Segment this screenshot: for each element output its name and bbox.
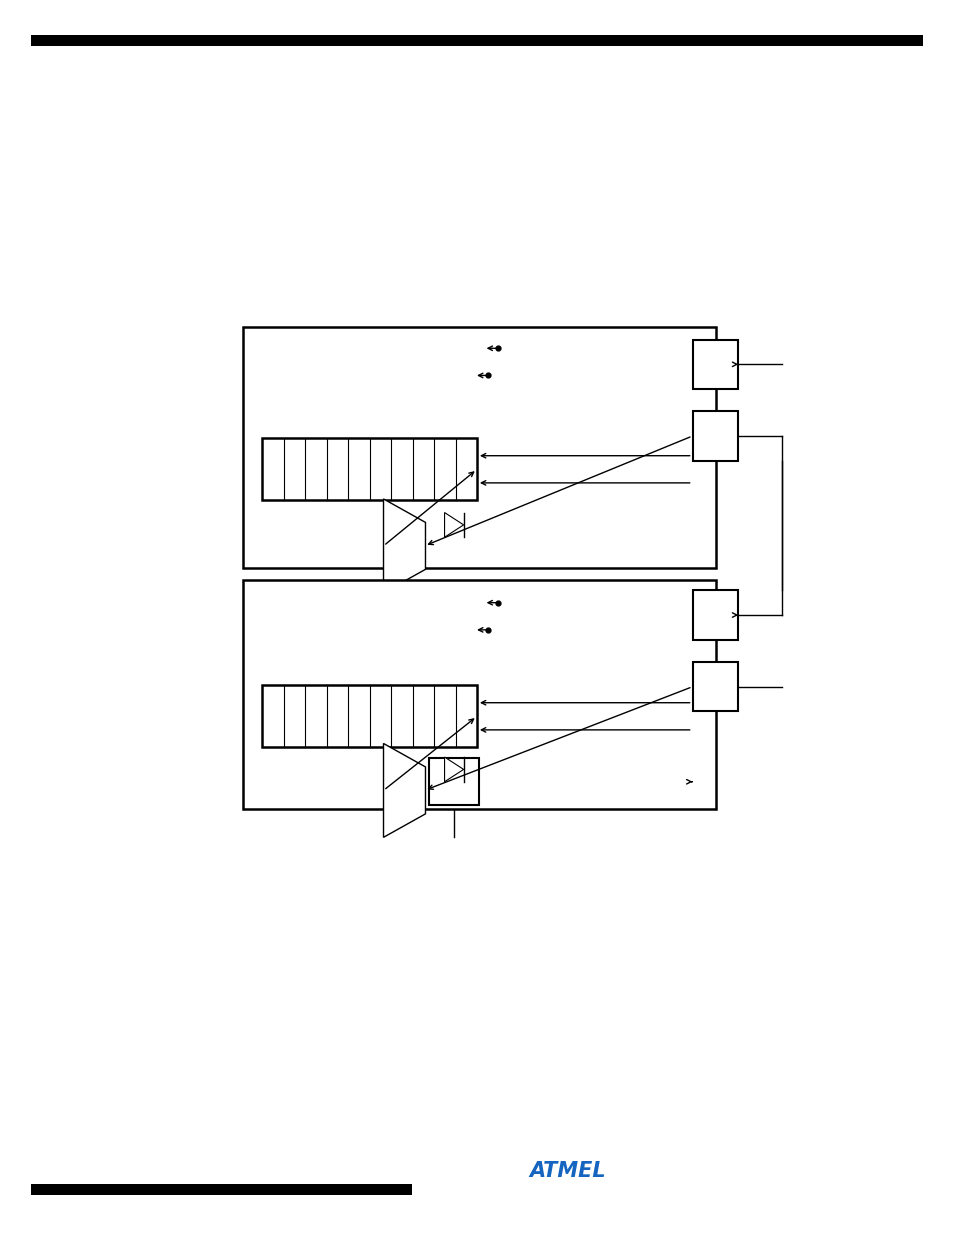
Bar: [243, 327, 715, 568]
Bar: [30, 1184, 412, 1195]
Text: ATMEL: ATMEL: [529, 1161, 605, 1181]
Bar: [429, 758, 478, 805]
Bar: [262, 438, 476, 500]
Polygon shape: [383, 743, 425, 837]
Bar: [692, 411, 738, 461]
Polygon shape: [444, 513, 463, 537]
Bar: [692, 590, 738, 640]
Polygon shape: [383, 499, 425, 593]
Bar: [243, 580, 715, 809]
Bar: [692, 662, 738, 711]
Bar: [30, 35, 923, 46]
Bar: [692, 340, 738, 389]
Bar: [262, 685, 476, 747]
Polygon shape: [444, 757, 463, 782]
